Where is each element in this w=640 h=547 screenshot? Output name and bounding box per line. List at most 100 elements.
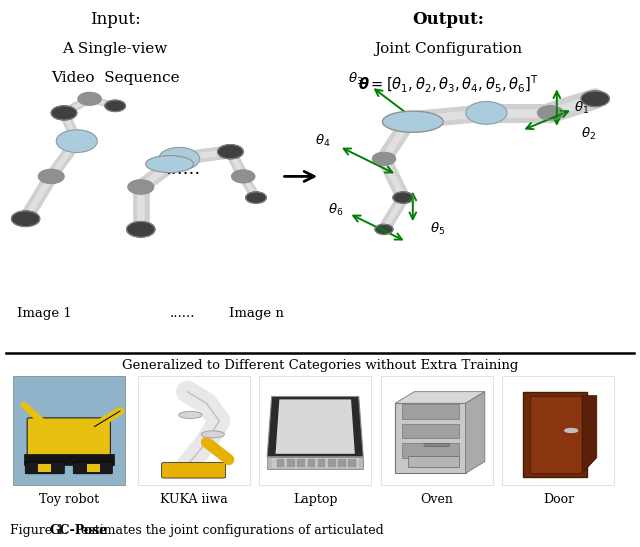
FancyBboxPatch shape xyxy=(408,456,459,467)
Circle shape xyxy=(565,428,578,433)
FancyBboxPatch shape xyxy=(24,454,114,465)
FancyBboxPatch shape xyxy=(349,463,356,465)
Circle shape xyxy=(38,170,64,183)
Text: $\theta_2$: $\theta_2$ xyxy=(581,126,596,142)
Text: Image 1: Image 1 xyxy=(17,307,72,320)
Circle shape xyxy=(179,411,202,418)
Text: $\theta_4$: $\theta_4$ xyxy=(316,133,331,149)
Circle shape xyxy=(12,211,40,226)
FancyBboxPatch shape xyxy=(402,443,459,458)
Text: ......: ...... xyxy=(170,307,195,320)
Circle shape xyxy=(372,153,396,165)
Ellipse shape xyxy=(146,155,194,172)
FancyBboxPatch shape xyxy=(402,404,459,419)
FancyBboxPatch shape xyxy=(339,461,346,463)
FancyBboxPatch shape xyxy=(287,465,295,467)
FancyBboxPatch shape xyxy=(287,463,295,465)
FancyBboxPatch shape xyxy=(298,461,305,463)
Text: Door: Door xyxy=(543,493,574,505)
Text: $\theta_1$: $\theta_1$ xyxy=(573,100,589,115)
FancyBboxPatch shape xyxy=(25,462,64,474)
FancyBboxPatch shape xyxy=(298,463,305,465)
FancyBboxPatch shape xyxy=(38,463,51,472)
Text: $\theta_6$: $\theta_6$ xyxy=(328,202,344,218)
FancyBboxPatch shape xyxy=(381,376,493,485)
FancyBboxPatch shape xyxy=(328,463,336,465)
FancyBboxPatch shape xyxy=(318,465,326,467)
Circle shape xyxy=(538,106,563,120)
Circle shape xyxy=(51,106,77,120)
FancyBboxPatch shape xyxy=(339,463,346,465)
Text: $\boldsymbol{\theta} = [\theta_1,\theta_2,\theta_3,\theta_4,\theta_5,\theta_6]^{: $\boldsymbol{\theta} = [\theta_1,\theta_… xyxy=(358,74,538,95)
FancyBboxPatch shape xyxy=(349,465,356,467)
Text: ......: ...... xyxy=(164,160,200,178)
FancyBboxPatch shape xyxy=(308,459,316,461)
FancyBboxPatch shape xyxy=(268,457,364,469)
Text: $\theta_3$: $\theta_3$ xyxy=(348,71,363,88)
FancyBboxPatch shape xyxy=(328,461,336,463)
FancyBboxPatch shape xyxy=(395,403,466,473)
Polygon shape xyxy=(395,392,485,403)
FancyBboxPatch shape xyxy=(308,461,316,463)
FancyBboxPatch shape xyxy=(318,463,326,465)
Circle shape xyxy=(105,100,125,112)
Circle shape xyxy=(78,92,101,105)
FancyBboxPatch shape xyxy=(339,459,346,461)
Text: Joint Configuration: Joint Configuration xyxy=(374,42,522,56)
FancyBboxPatch shape xyxy=(318,459,326,461)
Circle shape xyxy=(128,180,154,194)
FancyBboxPatch shape xyxy=(28,418,111,458)
Text: Video  Sequence: Video Sequence xyxy=(51,71,179,85)
Polygon shape xyxy=(276,399,355,454)
Circle shape xyxy=(466,102,507,124)
FancyBboxPatch shape xyxy=(259,376,371,485)
FancyBboxPatch shape xyxy=(86,463,99,472)
Circle shape xyxy=(218,144,243,159)
FancyBboxPatch shape xyxy=(424,444,450,446)
FancyBboxPatch shape xyxy=(277,459,285,461)
FancyBboxPatch shape xyxy=(308,465,316,467)
Circle shape xyxy=(201,431,225,438)
Circle shape xyxy=(393,192,413,203)
FancyBboxPatch shape xyxy=(524,392,588,477)
FancyBboxPatch shape xyxy=(298,459,305,461)
FancyBboxPatch shape xyxy=(328,465,336,467)
Text: GC-Pose: GC-Pose xyxy=(49,523,108,537)
Text: $\theta_5$: $\theta_5$ xyxy=(429,222,445,237)
FancyBboxPatch shape xyxy=(530,395,582,473)
FancyBboxPatch shape xyxy=(328,459,336,461)
Circle shape xyxy=(127,222,155,237)
Text: Laptop: Laptop xyxy=(293,493,337,505)
FancyBboxPatch shape xyxy=(502,376,614,485)
Circle shape xyxy=(375,224,393,234)
FancyBboxPatch shape xyxy=(349,461,356,463)
FancyBboxPatch shape xyxy=(287,461,295,463)
FancyBboxPatch shape xyxy=(161,463,226,478)
Polygon shape xyxy=(466,392,485,473)
Text: Figure 1.: Figure 1. xyxy=(10,523,72,537)
Text: KUKA iiwa: KUKA iiwa xyxy=(160,493,227,505)
Text: Oven: Oven xyxy=(420,493,453,505)
FancyBboxPatch shape xyxy=(272,458,359,468)
Text: estimates the joint configurations of articulated: estimates the joint configurations of ar… xyxy=(77,523,384,537)
FancyBboxPatch shape xyxy=(318,461,326,463)
Text: Toy robot: Toy robot xyxy=(39,493,99,505)
FancyBboxPatch shape xyxy=(402,424,459,438)
Text: Output:: Output: xyxy=(412,10,484,27)
Circle shape xyxy=(56,130,97,153)
FancyBboxPatch shape xyxy=(298,465,305,467)
Text: Image n: Image n xyxy=(228,307,284,320)
Circle shape xyxy=(232,170,255,183)
FancyBboxPatch shape xyxy=(349,459,356,461)
FancyBboxPatch shape xyxy=(138,376,250,485)
Text: Input:: Input: xyxy=(90,10,141,27)
FancyBboxPatch shape xyxy=(287,459,295,461)
FancyBboxPatch shape xyxy=(13,376,125,485)
FancyBboxPatch shape xyxy=(339,465,346,467)
FancyBboxPatch shape xyxy=(277,463,285,465)
Circle shape xyxy=(397,113,422,127)
Ellipse shape xyxy=(383,111,443,132)
Circle shape xyxy=(581,91,609,107)
Text: A Single-view: A Single-view xyxy=(63,42,168,56)
FancyBboxPatch shape xyxy=(73,462,113,474)
